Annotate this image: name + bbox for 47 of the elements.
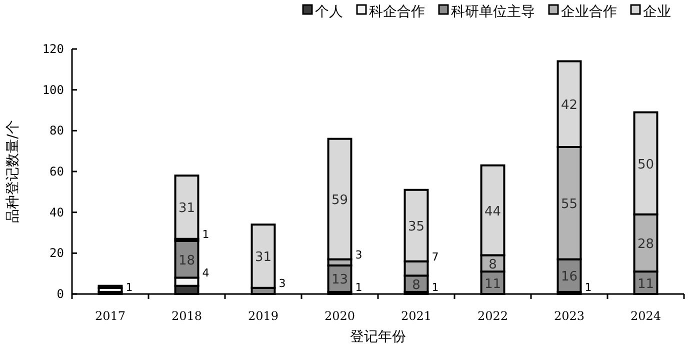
legend-label: 个人 [315,4,343,20]
legend-label: 企业合作 [561,4,617,20]
data-label: 3 [278,276,286,290]
x-tick-label: 2017 [94,309,126,323]
data-label: 31 [178,201,196,216]
data-label: 8 [488,257,497,272]
data-label: 7 [432,250,439,264]
y-tick-label: 60 [50,164,64,178]
y-tick-label: 0 [56,287,64,301]
data-label: 18 [178,253,196,268]
data-label: 42 [560,98,578,114]
y-tick-label: 20 [50,246,64,260]
y-tick-label: 40 [50,205,64,220]
data-label: 44 [484,204,502,220]
data-label: 1 [126,280,133,294]
data-label: 16 [560,270,578,285]
x-axis-title: 登记年份 [350,329,406,345]
data-label: 8 [412,278,420,293]
data-label: 1 [432,280,439,294]
y-tick-label: 80 [50,124,64,138]
data-label: 55 [560,197,578,212]
data-label: 1 [355,280,362,294]
data-label: 11 [637,276,654,292]
data-label: 31 [254,250,272,266]
x-tick-label: 2023 [554,309,585,323]
x-tick-label: 2021 [400,309,432,323]
data-label: 3 [355,248,362,262]
x-tick-label: 2024 [630,309,662,323]
data-label: 11 [484,276,502,292]
data-label: 28 [637,236,654,252]
y-tick-label: 100 [42,82,64,97]
legend-label: 科研单位主导 [451,4,535,20]
y-axis-title: 品种登记数量/个 [5,120,21,223]
legend-label: 企业 [643,4,671,20]
x-tick-label: 2020 [324,309,356,323]
data-label: 1 [584,280,592,294]
data-label: 4 [202,266,210,280]
data-label: 35 [408,220,425,235]
x-tick-label: 2018 [171,309,202,323]
data-label: 13 [331,272,348,288]
x-tick-label: 2019 [248,309,279,323]
x-tick-label: 2022 [477,309,508,323]
data-label: 1 [202,228,210,241]
y-tick-label: 120 [42,42,64,56]
data-label: 50 [637,157,654,172]
legend-label: 科企合作 [369,4,425,20]
data-label: 59 [331,193,348,208]
